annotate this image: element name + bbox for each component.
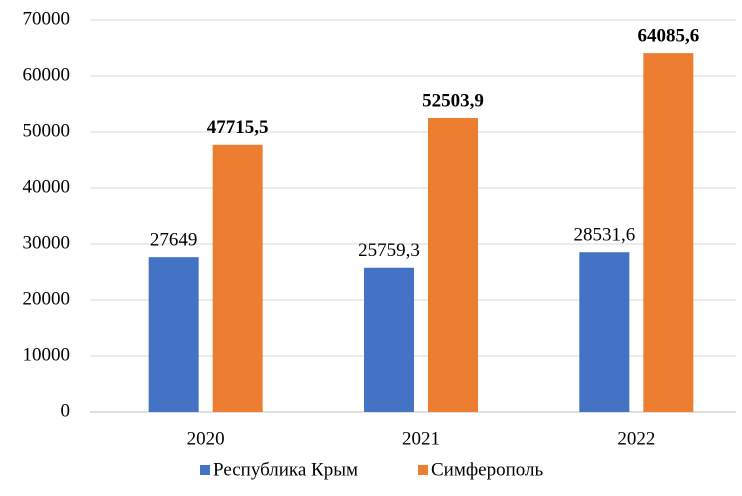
y-tick-label: 70000: [23, 8, 71, 29]
data-label: 28531,6: [573, 225, 635, 246]
bar: [364, 267, 414, 412]
legend-label: Республика Крым: [213, 459, 358, 480]
y-tick-label: 0: [61, 400, 71, 421]
bar: [212, 144, 263, 412]
y-tick-label: 60000: [23, 64, 71, 85]
x-tick-label: 2021: [402, 428, 440, 449]
legend-label: Симферополь: [431, 459, 544, 480]
y-tick-label: 10000: [23, 344, 71, 365]
x-tick-label: 2022: [617, 428, 655, 449]
bar: [148, 257, 199, 412]
x-tick-label: 2020: [187, 428, 225, 449]
legend-swatch: [418, 465, 428, 475]
y-tick-label: 50000: [23, 120, 71, 141]
bar: [643, 53, 694, 413]
data-label: 47715,5: [207, 117, 269, 138]
data-label: 25759,3: [358, 240, 420, 261]
y-tick-label: 30000: [23, 232, 71, 253]
data-label: 64085,6: [637, 25, 699, 46]
y-tick-label: 20000: [23, 288, 71, 309]
bar: [579, 252, 630, 412]
legend-swatch: [200, 465, 210, 475]
y-tick-label: 40000: [23, 176, 71, 197]
bar: [428, 117, 478, 413]
data-label: 52503,9: [422, 90, 484, 111]
data-label: 27649: [150, 230, 198, 251]
